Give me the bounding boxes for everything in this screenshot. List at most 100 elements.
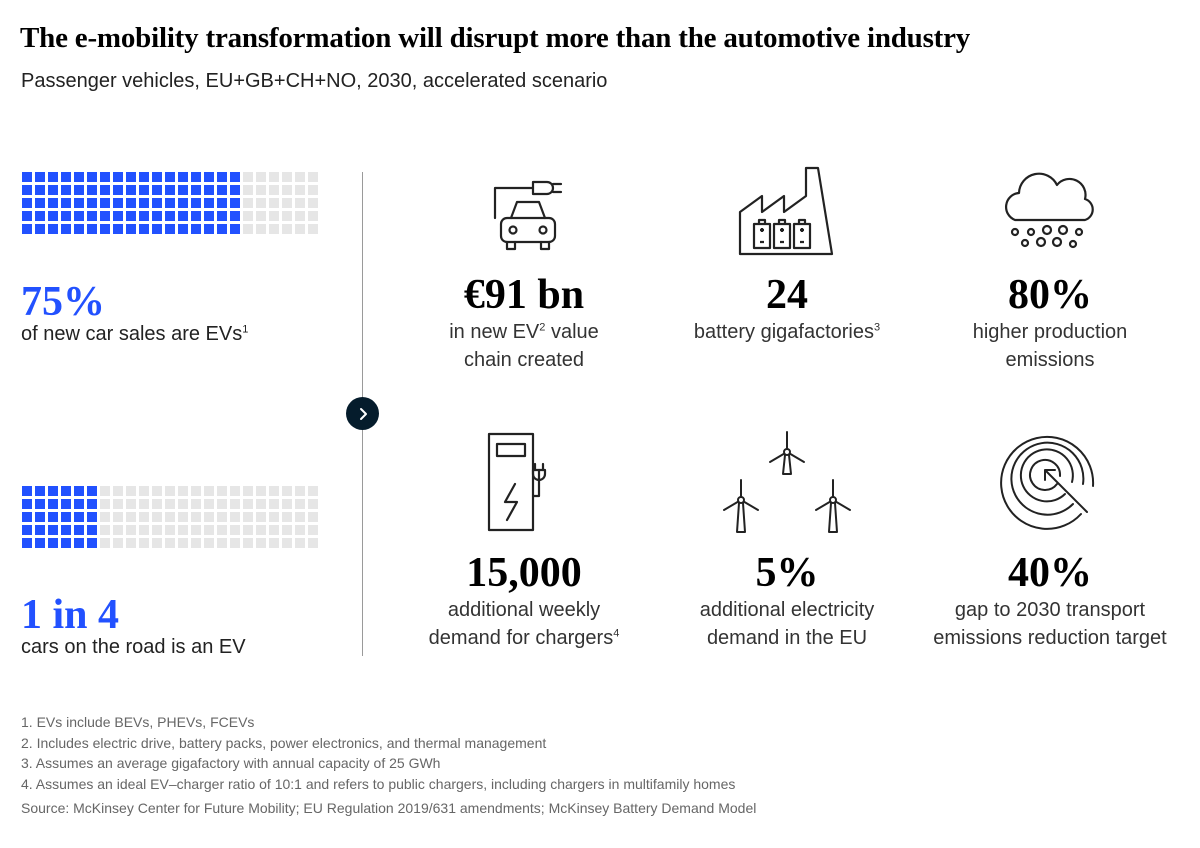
non-ev-road-cell xyxy=(126,512,136,522)
non-ev-road-cell xyxy=(165,512,175,522)
page-subtitle: Passenger vehicles, EU+GB+CH+NO, 2030, a… xyxy=(21,70,608,92)
ev-road-cell xyxy=(87,525,97,535)
ev-sales-cell xyxy=(191,224,201,234)
ev-sales-cell xyxy=(191,211,201,221)
non-ev-road-cell xyxy=(126,525,136,535)
non-ev-road-cell xyxy=(269,538,279,548)
stat-electricity-demand-value: 5% xyxy=(755,550,819,596)
non-ev-road-cell xyxy=(295,538,305,548)
wind-turbines-icon xyxy=(723,431,851,533)
ev-road-cell xyxy=(48,525,58,535)
non-ev-road-cell xyxy=(308,525,318,535)
ev-sales-cell xyxy=(87,211,97,221)
non-ev-sales-cell xyxy=(243,198,253,208)
non-ev-road-cell xyxy=(217,486,227,496)
non-ev-road-cell xyxy=(295,499,305,509)
non-ev-sales-cell xyxy=(308,224,318,234)
ev-sales-cell xyxy=(113,224,123,234)
non-ev-road-cell xyxy=(165,499,175,509)
on-road-share-label: cars on the road is an EV xyxy=(21,636,246,658)
non-ev-sales-cell xyxy=(295,172,305,182)
ev-sales-cell xyxy=(74,198,84,208)
ev-sales-cell xyxy=(126,185,136,195)
non-ev-road-cell xyxy=(204,512,214,522)
ev-sales-cell xyxy=(126,224,136,234)
ev-sales-cell xyxy=(178,185,188,195)
next-arrow-button[interactable] xyxy=(346,397,379,430)
ev-sales-cell xyxy=(165,185,175,195)
ev-sales-cell xyxy=(152,172,162,182)
ev-sales-cell xyxy=(230,211,240,221)
non-ev-road-cell xyxy=(295,486,305,496)
non-ev-road-cell xyxy=(126,486,136,496)
non-ev-road-cell xyxy=(165,538,175,548)
ev-sales-cell xyxy=(191,198,201,208)
ev-sales-cell xyxy=(100,211,110,221)
ev-sales-cell xyxy=(230,172,240,182)
stat-chargers-label: additional weekly demand for chargers4 xyxy=(428,599,620,649)
ev-sales-cell xyxy=(35,172,45,182)
ev-road-cell xyxy=(35,538,45,548)
ev-sales-cell xyxy=(74,185,84,195)
ev-sales-cell xyxy=(126,198,136,208)
ev-road-cell xyxy=(74,525,84,535)
stat-gigafactories: 24 battery gigafactories3 xyxy=(652,148,922,346)
non-ev-road-cell xyxy=(230,538,240,548)
non-ev-road-cell xyxy=(165,486,175,496)
ev-sales-cell xyxy=(100,185,110,195)
non-ev-road-cell xyxy=(282,538,292,548)
ev-road-cell xyxy=(48,486,58,496)
non-ev-road-cell xyxy=(191,538,201,548)
ev-sales-cell xyxy=(48,198,58,208)
ev-sales-cell xyxy=(113,185,123,195)
non-ev-sales-cell xyxy=(243,224,253,234)
chevron-right-icon xyxy=(359,407,367,420)
stat-chargers: 15,000 additional weekly demand for char… xyxy=(389,426,659,652)
non-ev-road-cell xyxy=(139,538,149,548)
non-ev-road-cell xyxy=(139,499,149,509)
non-ev-road-cell xyxy=(295,525,305,535)
ev-road-cell xyxy=(35,512,45,522)
stat-electricity-demand-label: additional electricity demand in the EU xyxy=(699,599,875,649)
ev-sales-cell xyxy=(204,224,214,234)
ev-road-cell xyxy=(74,499,84,509)
ev-sales-cell xyxy=(191,185,201,195)
non-ev-road-cell xyxy=(191,525,201,535)
ev-sales-cell xyxy=(87,185,97,195)
ev-road-cell xyxy=(74,486,84,496)
ev-road-cell xyxy=(87,499,97,509)
ev-sales-cell xyxy=(22,211,32,221)
non-ev-sales-cell xyxy=(256,185,266,195)
ev-sales-cell xyxy=(87,224,97,234)
ev-road-cell xyxy=(35,525,45,535)
ev-sales-cell xyxy=(217,198,227,208)
non-ev-road-cell xyxy=(308,499,318,509)
non-ev-road-cell xyxy=(113,499,123,509)
non-ev-road-cell xyxy=(113,512,123,522)
non-ev-road-cell xyxy=(152,486,162,496)
stat-value-chain-value: €91 bn xyxy=(463,272,585,318)
non-ev-road-cell xyxy=(165,525,175,535)
ev-sales-cell xyxy=(152,185,162,195)
ev-sales-cell xyxy=(113,172,123,182)
ev-sales-cell xyxy=(126,211,136,221)
non-ev-road-cell xyxy=(269,525,279,535)
non-ev-road-cell xyxy=(113,486,123,496)
ev-road-cell xyxy=(22,499,32,509)
stat-gigafactories-label: battery gigafactories3 xyxy=(693,321,881,343)
ev-sales-cell xyxy=(74,172,84,182)
non-ev-road-cell xyxy=(256,512,266,522)
non-ev-road-cell xyxy=(204,538,214,548)
non-ev-sales-cell xyxy=(269,172,279,182)
ev-sales-cell xyxy=(35,185,45,195)
non-ev-road-cell xyxy=(191,512,201,522)
ev-sales-cell xyxy=(178,198,188,208)
non-ev-road-cell xyxy=(256,486,266,496)
ev-road-cell xyxy=(22,538,32,548)
ev-road-cell xyxy=(74,538,84,548)
non-ev-road-cell xyxy=(113,525,123,535)
stat-emissions-gap-label: gap to 2030 transport emissions reductio… xyxy=(933,599,1167,649)
non-ev-road-cell xyxy=(217,538,227,548)
ev-sales-cell xyxy=(139,172,149,182)
non-ev-road-cell xyxy=(100,538,110,548)
